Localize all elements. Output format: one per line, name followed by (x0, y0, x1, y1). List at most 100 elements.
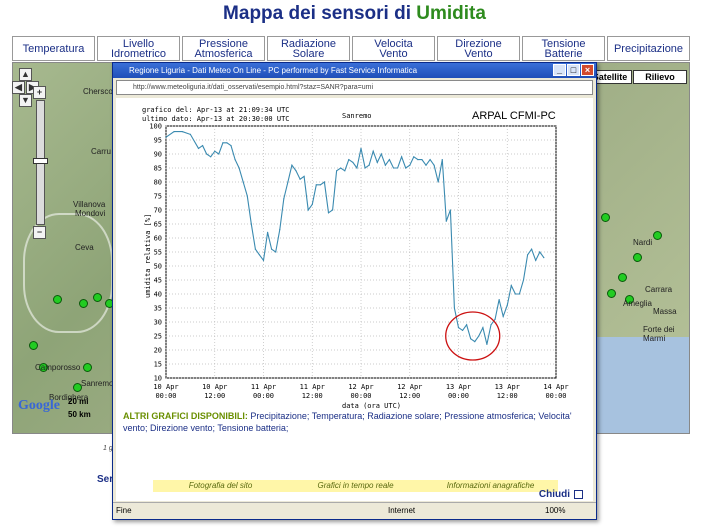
data-point (396, 167, 399, 169)
close-popup-button[interactable]: Chiudi (539, 489, 583, 500)
sensor-marker[interactable] (607, 289, 616, 298)
city-label: Forte dei Marmi (643, 325, 675, 343)
popup-title: Regione Liguria - Dati Meteo On Line - P… (129, 66, 418, 75)
y-tick-label: 75 (154, 193, 162, 201)
pan-left-icon[interactable]: ◀ (12, 81, 25, 94)
data-point (437, 181, 439, 183)
partial-text: Ser (97, 474, 114, 485)
sensor-marker[interactable] (39, 363, 48, 372)
data-point (413, 156, 415, 158)
minimize-icon[interactable]: _ (553, 64, 566, 76)
data-point (360, 147, 362, 149)
data-point (201, 145, 204, 147)
link-informazioni-anagrafiche[interactable]: Informazioni anagrafiche (446, 481, 535, 490)
y-tick-label: 85 (154, 165, 162, 173)
sensor-marker[interactable] (53, 295, 62, 304)
tab-radiazione-solare[interactable]: Radiazione Solare (267, 36, 350, 61)
x-tick-label-date: 10 Apr (153, 383, 178, 391)
tab-direzione-vento[interactable]: Direzione Vento (437, 36, 520, 61)
data-point (376, 161, 378, 163)
y-tick-label: 50 (154, 263, 162, 271)
city-label: Villanova (73, 200, 106, 209)
data-point (234, 159, 236, 161)
data-point (535, 259, 537, 261)
data-point (543, 257, 545, 259)
y-tick-label: 25 (154, 333, 162, 341)
y-tick-label: 55 (154, 249, 162, 257)
zoom-in-button[interactable]: + (33, 86, 46, 99)
data-point (392, 167, 395, 169)
data-point (327, 212, 330, 214)
data-point (429, 159, 431, 161)
x-tick-label-time: 00:00 (448, 392, 469, 400)
data-point (295, 170, 297, 172)
x-tick-label-time: 00:00 (350, 392, 371, 400)
tab-temperatura[interactable]: Temperatura (12, 36, 95, 61)
status-bar: Fine Internet 100% (113, 502, 596, 519)
address-bar[interactable]: http://www.meteoliguria.it/dati_osservat… (116, 80, 593, 95)
sensor-marker[interactable] (618, 273, 627, 282)
city-label: Carrara (645, 285, 673, 294)
pan-up-icon[interactable]: ▲ (19, 68, 32, 81)
close-box-icon (574, 489, 583, 499)
close-icon[interactable]: × (581, 64, 594, 76)
sensor-marker[interactable] (601, 213, 610, 222)
zoom-out-button[interactable]: − (33, 226, 46, 239)
data-point (510, 285, 512, 287)
data-point (210, 156, 212, 158)
map-type-rilievo[interactable]: Rilievo (633, 70, 687, 84)
google-logo: Google (18, 398, 60, 413)
tab-velocita-vento[interactable]: Velocita Vento (352, 36, 435, 61)
chart-area: grafico del: Apr-13 at 21:09:34 UTC ulti… (116, 98, 593, 410)
humidity-chart: grafico del: Apr-13 at 21:09:34 UTC ulti… (142, 106, 569, 410)
tab-tensione-batterie[interactable]: Tensione Batterie (522, 36, 605, 61)
tab-precipitazione[interactable]: Precipitazione (607, 36, 690, 61)
pan-down-icon[interactable]: ▼ (19, 94, 32, 107)
sensor-marker[interactable] (29, 341, 38, 350)
x-tick-label-date: 12 Apr (348, 383, 373, 391)
link-fotografia[interactable]: Fotografia del sito (188, 481, 253, 490)
data-point (421, 159, 423, 161)
data-point (197, 147, 200, 149)
data-point (262, 259, 265, 261)
maximize-icon[interactable]: □ (567, 64, 580, 76)
tab-pressione-atmosferica[interactable]: Pressione Atmosferica (182, 36, 265, 61)
data-point (514, 293, 516, 295)
data-point (242, 181, 244, 183)
x-tick-label-date: 12 Apr (397, 383, 422, 391)
data-point (457, 327, 460, 329)
city-label: Mondovi (75, 209, 106, 218)
zoom-slider-handle[interactable] (33, 158, 48, 164)
x-tick-label-time: 00:00 (253, 392, 274, 400)
data-point (494, 318, 496, 320)
sensor-marker[interactable] (653, 231, 662, 240)
data-point (271, 248, 273, 250)
data-point (181, 131, 183, 133)
sensor-marker[interactable] (83, 363, 92, 372)
map-type-satellite[interactable]: Satellite (588, 70, 632, 84)
sensor-marker[interactable] (79, 299, 88, 308)
data-point (189, 133, 191, 135)
data-point (380, 153, 382, 155)
link-grafici-tempo-reale[interactable]: Grafici in tempo reale (317, 481, 394, 490)
chart-xlabel: data (ora UTC) (342, 402, 401, 410)
other-graphs-list[interactable]: Precipitazione; Temperatura; Radiazione … (123, 411, 572, 433)
popup-titlebar[interactable]: Regione Liguria - Dati Meteo On Line - P… (113, 63, 596, 78)
sensor-marker[interactable] (625, 295, 634, 304)
x-tick-label-time: 12:00 (399, 392, 420, 400)
city-label: Massa (653, 307, 677, 316)
tab-livello-idrometrico[interactable]: Livello Idrometrico (97, 36, 180, 61)
sensor-marker[interactable] (633, 253, 642, 262)
sensor-marker[interactable] (73, 383, 82, 392)
data-point (279, 229, 281, 231)
data-point (307, 209, 309, 211)
sensor-marker[interactable] (93, 293, 102, 302)
data-point (453, 307, 456, 309)
data-point (445, 220, 447, 222)
x-tick-label-time: 12:00 (497, 392, 518, 400)
y-tick-label: 35 (154, 305, 162, 313)
status-zoom[interactable]: 100% (545, 506, 566, 515)
data-point (474, 341, 476, 343)
data-point (222, 142, 224, 144)
